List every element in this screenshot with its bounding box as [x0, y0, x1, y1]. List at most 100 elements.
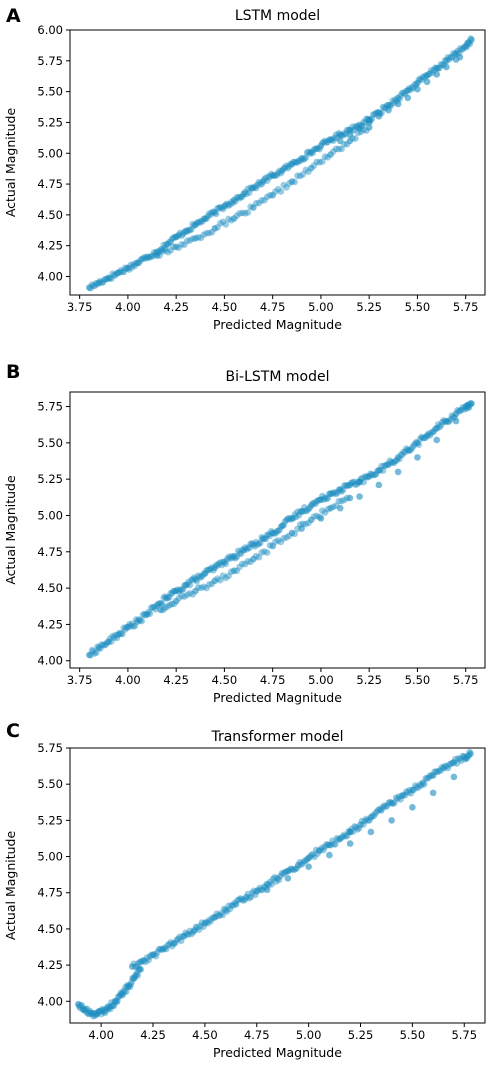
scatter-point	[310, 162, 318, 169]
x-tick-label: 5.00	[308, 300, 334, 314]
scatter-point	[298, 525, 305, 532]
scatter-point	[250, 541, 257, 548]
x-tick-label: 4.00	[115, 300, 141, 314]
scatter-point	[143, 610, 151, 618]
scatter-point	[236, 194, 243, 202]
scatter-point	[125, 266, 133, 273]
scatter-point	[330, 840, 338, 848]
scatter-point	[321, 153, 329, 160]
scatter-point	[280, 181, 288, 189]
scatter-point	[165, 594, 173, 601]
y-tick-label: 4.25	[37, 239, 63, 253]
scatter-point	[284, 867, 292, 875]
scatter-point	[329, 837, 336, 845]
y-tick-label: 4.75	[37, 886, 63, 900]
scatter-point	[163, 945, 170, 953]
scatter-point	[423, 78, 431, 86]
scatter-point	[223, 908, 231, 915]
scatter-point	[327, 136, 334, 143]
scatter-point	[203, 584, 210, 592]
scatter-point	[105, 638, 112, 646]
scatter-point	[200, 583, 208, 591]
panel-label: A	[6, 5, 21, 27]
y-axis-label: Actual Magnitude	[3, 831, 18, 941]
scatter-point	[157, 246, 165, 253]
scatter-point	[261, 196, 268, 204]
x-tick-label: 3.75	[67, 673, 93, 687]
scatter-point	[403, 788, 410, 795]
scatter-point	[261, 535, 268, 542]
scatter-point	[153, 602, 161, 609]
scatter-point	[121, 988, 128, 996]
scatter-point	[307, 164, 315, 172]
scatter-point	[167, 247, 174, 254]
scatter-point	[252, 184, 260, 192]
scatter-point	[331, 488, 339, 496]
scatter-point	[219, 218, 227, 226]
scatter-point	[269, 172, 276, 179]
scatter-point	[177, 937, 185, 945]
scatter-point	[86, 284, 93, 291]
scatter-point	[391, 799, 398, 806]
scatter-point	[175, 244, 183, 251]
scatter-point	[173, 936, 181, 944]
scatter-point	[194, 572, 202, 579]
scatter-point	[109, 270, 117, 278]
scatter-point	[139, 957, 146, 965]
scatter-point	[182, 929, 189, 937]
scatter-point	[365, 124, 373, 131]
scatter-point	[154, 600, 162, 608]
scatter-point	[146, 610, 154, 617]
y-tick-label: 5.25	[37, 472, 63, 486]
scatter-point	[133, 963, 140, 970]
scatter-point	[365, 119, 373, 126]
scatter-point	[263, 549, 271, 556]
scatter-point	[401, 791, 409, 799]
scatter-point	[380, 802, 388, 809]
scatter-point	[360, 118, 367, 126]
scatter-point	[408, 444, 416, 452]
scatter-point	[233, 567, 241, 575]
scatter-point	[183, 591, 191, 599]
scatter-point	[387, 101, 395, 109]
scatter-point	[269, 542, 276, 550]
scatter-point	[113, 998, 120, 1006]
scatter-point	[201, 215, 209, 222]
scatter-point	[332, 841, 339, 848]
scatter-point	[379, 467, 387, 474]
scatter-point	[332, 490, 340, 498]
scatter-point	[234, 547, 242, 555]
scatter-point	[230, 567, 238, 574]
scatter-point	[99, 278, 107, 286]
scatter-point	[307, 516, 315, 524]
scatter-point	[148, 604, 155, 611]
scatter-point	[266, 878, 274, 886]
x-tick-label: 5.25	[356, 673, 382, 687]
scatter-point	[396, 455, 403, 463]
scatter-point	[351, 823, 358, 830]
scatter-point	[346, 481, 354, 489]
scatter-point	[464, 401, 471, 409]
scatter-point	[423, 775, 431, 782]
scatter-point	[298, 154, 305, 162]
scatter-point	[312, 145, 319, 153]
scatter-point	[124, 624, 132, 631]
scatter-point	[172, 597, 180, 605]
scatter-point	[339, 486, 347, 494]
scatter-point	[287, 865, 295, 872]
scatter-point	[354, 826, 361, 833]
scatter-point	[164, 240, 172, 248]
scatter-point	[450, 773, 458, 781]
scatter-point	[255, 540, 263, 547]
scatter-point	[270, 172, 278, 179]
x-tick-label: 5.75	[451, 1028, 477, 1042]
scatter-point	[131, 963, 139, 970]
scatter-point	[277, 872, 284, 880]
scatter-point	[114, 997, 121, 1005]
scatter-point	[164, 248, 172, 256]
y-tick-label: 4.75	[37, 545, 63, 559]
scatter-point	[156, 600, 163, 607]
scatter-point	[349, 828, 357, 835]
scatter-point	[263, 193, 271, 201]
scatter-point	[174, 232, 181, 240]
